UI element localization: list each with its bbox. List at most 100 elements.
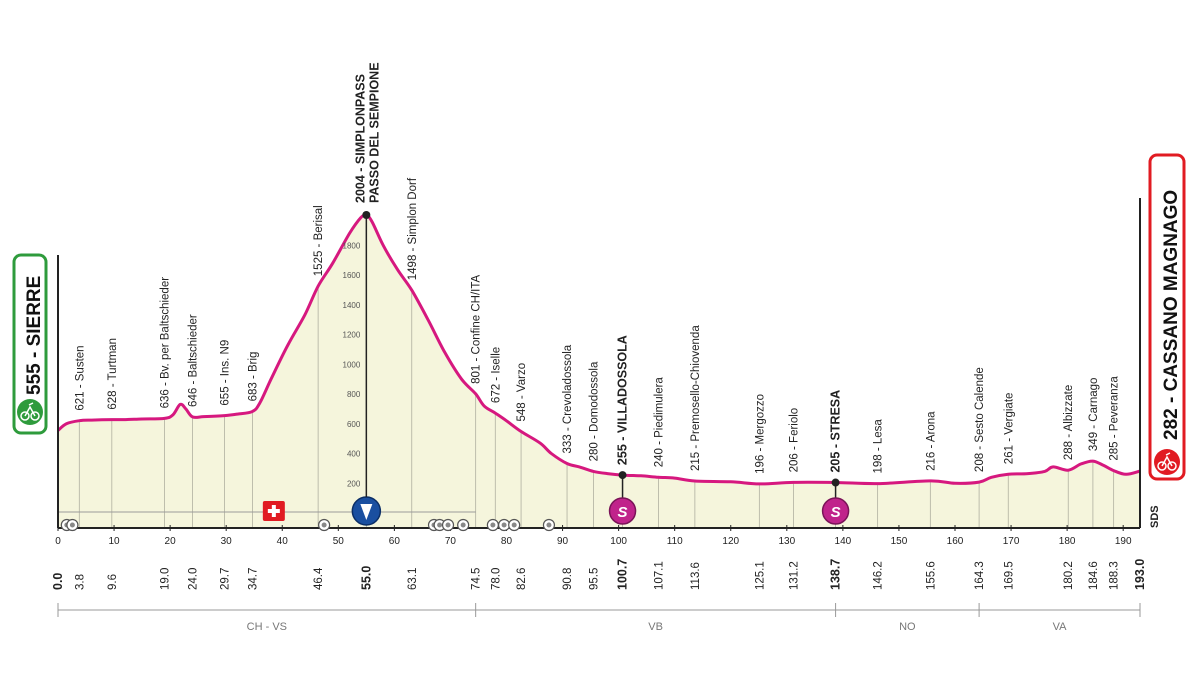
start-label: 555 - SIERRE [24,276,45,395]
km-label: 155.6 [925,561,937,590]
checkpoint-label: 206 - Feriolo [789,408,801,473]
km-label: 131.2 [789,561,801,590]
checkpoint-label: 198 - Lesa [873,419,885,474]
checkpoint-label: 636 - Bv. per Baltschieder [160,277,172,409]
x-tick-label: 160 [947,536,964,547]
x-tick-label: 40 [277,536,289,547]
gpm-icon [360,504,373,520]
km-label: 0.0 [51,573,65,590]
x-tick-label: 80 [501,536,513,547]
y-tick-label: 1800 [343,241,361,250]
x-tick-label: 170 [1003,536,1020,547]
cyclist-icon [30,411,40,421]
km-label: 169.5 [1003,561,1015,590]
km-label: 138.7 [829,559,843,590]
x-tick-label: 190 [1115,536,1132,547]
x-tick-label: 130 [778,536,795,547]
cyclist-icon [24,402,36,417]
km-label: 55.0 [359,566,373,590]
intermediate-marker-icon [511,522,517,528]
checkpoint-label: 205 - STRESA [829,390,843,473]
profile-fill [58,214,1140,528]
sprint-icon [608,497,637,525]
km-label: 34.7 [248,568,260,590]
finish-label: 282 - CASSANO MAGNAGO [1161,190,1182,440]
y-tick-label: 1000 [343,360,361,369]
km-label: 184.6 [1088,561,1100,590]
intermediate-marker-icon [490,522,496,528]
cyclist-icon [20,411,30,421]
region-label: NO [899,621,916,633]
x-tick-label: 100 [610,536,627,547]
x-tick-label: 90 [557,536,569,547]
y-tick-label: 600 [347,420,361,429]
x-tick-label: 30 [221,536,233,547]
y-tick-label: 800 [347,390,361,399]
checkpoint-label: 280 - Domodossola [588,361,600,461]
elevation-profile-line [57,213,1141,486]
x-tick-label: 70 [445,536,457,547]
region-label: VA [1053,621,1068,633]
finish-cyclist-icon [1157,461,1167,471]
intermediate-marker-icon [501,522,507,528]
checkpoint-label: 672 - Iselle [490,347,502,403]
y-tick-label: 1400 [343,301,361,310]
intermediate-marker-icon [321,522,327,528]
checkpoint-label: 1498 - Simplon Dorf [407,177,419,280]
intermediate-marker-icon [546,522,552,528]
km-label: 113.6 [690,562,702,590]
checkpoint-label: 285 - Peveranza [1109,376,1121,461]
km-label: 180.2 [1063,561,1075,590]
checkpoint-label: 548 - Varzo [516,363,528,422]
finish-cyclist-icon [1167,461,1177,471]
x-tick-label: 140 [835,536,852,547]
cyclist-icon [17,399,43,425]
intermediate-marker-icon [445,522,451,528]
x-tick-label: 180 [1059,536,1076,547]
checkpoint-label: 196 - Mergozzo [754,394,766,474]
checkpoint-label: 240 - Piedimulera [653,377,665,468]
x-tick-label: 0 [55,536,61,547]
sprint-point [831,478,840,487]
finish-cyclist-icon [1154,449,1180,475]
checkpoint-label: 683 - Brig [248,352,260,402]
swiss-flag-icon [267,509,280,513]
km-label: 125.1 [754,561,766,590]
y-tick-label: 200 [347,479,361,488]
sprint-icon-label: S [831,504,841,521]
x-tick-label: 150 [891,536,908,547]
finish-badge [1148,153,1186,481]
km-label: 63.1 [407,568,419,590]
checkpoint-label: 628 - Turtman [107,338,119,410]
km-label: 19.0 [160,568,172,590]
checkpoint-label: 215 - Premosello-Chiovenda [690,325,702,471]
km-label: 95.5 [588,568,600,590]
km-label: 146.2 [873,561,885,590]
x-tick-label: 10 [108,536,120,547]
km-label: 164.3 [974,561,986,590]
checkpoint-label: 216 - Arona [925,411,937,471]
start-badge [12,253,48,435]
intermediate-marker-icon [437,522,443,528]
intermediate-marker-icon [460,522,466,528]
sprint-icon-label: S [618,504,628,521]
km-label: 46.4 [313,567,325,590]
x-tick-label: 120 [722,536,739,547]
checkpoint-label: 646 - Baltschieder [188,314,200,407]
checkpoint-label: 261 - Vergiate [1003,393,1015,465]
summit-point [362,211,371,219]
checkpoint-label: 208 - Sesto Calende [974,367,986,472]
checkpoint-label: 333 - Crevoladossola [562,344,574,453]
sds-label: SDS [1149,505,1161,528]
km-label: 3.8 [74,574,86,590]
km-label: 107.1 [653,561,665,590]
y-tick-label: 1200 [343,331,361,340]
checkpoint-label: 801 - Confine CH/ITA [471,274,483,383]
km-label: 100.7 [616,559,630,590]
sprint-point [618,471,627,480]
region-label: VB [648,621,663,633]
x-tick-label: 110 [667,536,683,547]
checkpoint-label: 621 - Susten [74,345,86,410]
y-tick-label: 400 [347,450,361,459]
